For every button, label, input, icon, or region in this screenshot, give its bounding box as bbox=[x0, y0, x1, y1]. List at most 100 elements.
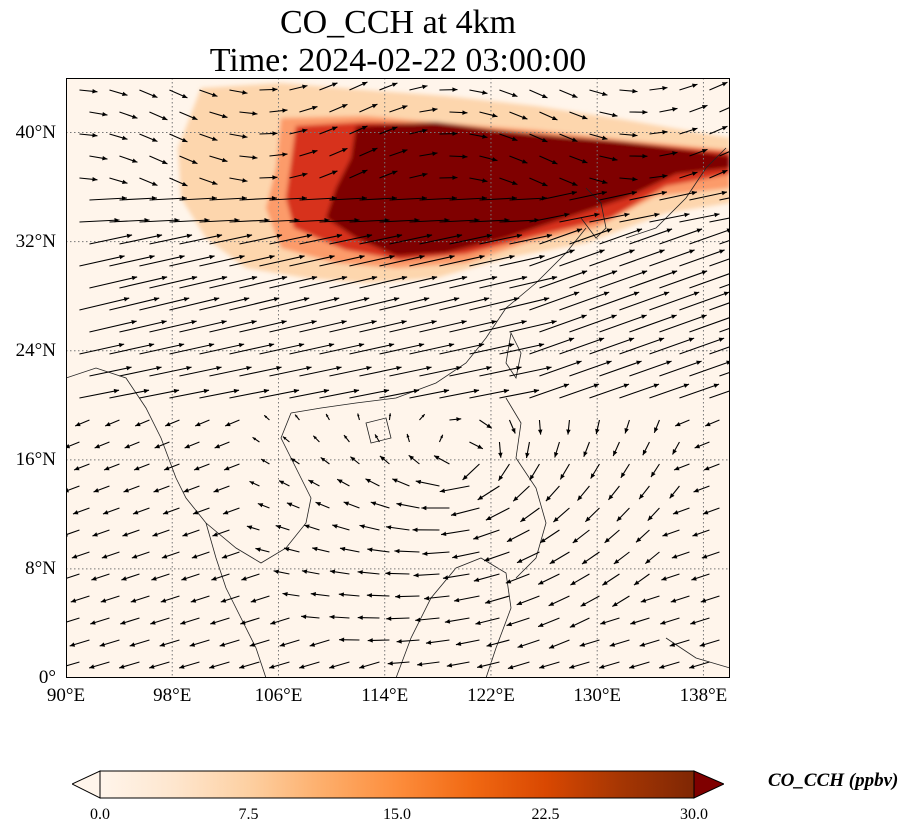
wind-vector bbox=[499, 133, 518, 141]
lat-tick-label: 32°N bbox=[15, 230, 56, 252]
wind-vector bbox=[589, 212, 630, 223]
wind-vector bbox=[319, 297, 370, 311]
wind-vector bbox=[469, 89, 488, 95]
wind-vector bbox=[659, 314, 707, 333]
wind-vector bbox=[659, 190, 698, 201]
wind-vector bbox=[329, 147, 348, 157]
wind-vector bbox=[537, 617, 560, 628]
wind-vector bbox=[121, 573, 140, 581]
lat-tick-label: 8°N bbox=[25, 557, 56, 579]
wind-vector bbox=[559, 383, 600, 399]
wind-vector bbox=[212, 529, 230, 537]
wind-vector bbox=[320, 457, 330, 465]
wind-vector bbox=[89, 233, 133, 245]
wind-vector bbox=[357, 413, 360, 421]
wind-vector bbox=[419, 275, 468, 289]
wind-vector bbox=[289, 388, 330, 399]
colorbar-over-extension bbox=[693, 770, 724, 799]
wind-vector bbox=[229, 343, 275, 355]
wind-vector bbox=[159, 639, 180, 647]
wind-vector bbox=[312, 546, 330, 553]
wind-vector bbox=[589, 89, 608, 96]
wind-vector bbox=[662, 529, 680, 537]
wind-vector bbox=[100, 595, 120, 603]
wind-vector bbox=[661, 573, 680, 581]
wind-vector bbox=[160, 595, 180, 603]
wind-vector bbox=[702, 507, 720, 515]
wind-vector bbox=[359, 103, 378, 113]
coastline-japan bbox=[625, 147, 727, 239]
wind-vector bbox=[538, 661, 560, 669]
wind-vector bbox=[310, 592, 330, 597]
wind-vector bbox=[658, 661, 680, 669]
wind-vector bbox=[379, 126, 398, 135]
wind-vector bbox=[339, 637, 360, 642]
wind-vector bbox=[569, 111, 588, 120]
wind-vector bbox=[199, 297, 250, 311]
wind-vector bbox=[559, 133, 578, 142]
wind-vector bbox=[692, 529, 710, 537]
wind-vector bbox=[570, 573, 590, 586]
wind-vector bbox=[319, 170, 338, 179]
wind-vector bbox=[633, 573, 650, 586]
wind-vector bbox=[579, 639, 600, 647]
wind-vector bbox=[599, 314, 647, 333]
wind-vector bbox=[379, 455, 390, 465]
wind-vector bbox=[89, 111, 108, 117]
wind-vector bbox=[349, 81, 368, 91]
wind-vector bbox=[149, 320, 197, 333]
wind-vector bbox=[469, 177, 488, 183]
wind-vector bbox=[309, 639, 330, 647]
wind-vector bbox=[119, 233, 163, 245]
wind-vector bbox=[164, 419, 180, 427]
wind-vector bbox=[359, 524, 380, 531]
wind-vector bbox=[182, 529, 200, 537]
wind-vector bbox=[619, 132, 638, 138]
wind-vector bbox=[638, 485, 650, 500]
coastline-hainan bbox=[365, 417, 392, 444]
wind-vector bbox=[604, 529, 620, 544]
wind-vector bbox=[599, 155, 618, 162]
lon-tick-label: 106°E bbox=[254, 685, 303, 706]
wind-vector bbox=[94, 441, 110, 449]
wind-vector bbox=[569, 314, 617, 333]
wind-vector bbox=[343, 501, 360, 509]
wind-vector bbox=[679, 83, 698, 91]
wind-vector bbox=[79, 343, 125, 355]
wind-vector bbox=[581, 551, 600, 565]
wind-vector bbox=[679, 127, 698, 135]
colorbar bbox=[72, 770, 724, 799]
wind-vector bbox=[190, 595, 210, 603]
wind-vector bbox=[150, 617, 170, 625]
wind-vector bbox=[133, 463, 150, 471]
wind-vector bbox=[483, 551, 510, 562]
wind-vector bbox=[379, 170, 398, 179]
wind-vector bbox=[319, 82, 338, 91]
wind-vector bbox=[350, 456, 360, 465]
wind-vector bbox=[569, 228, 613, 245]
wind-vector bbox=[73, 463, 90, 471]
wind-vector bbox=[659, 360, 702, 377]
wind-vector bbox=[74, 419, 90, 427]
wind-vector bbox=[709, 169, 728, 179]
colorbar-tick-label: 30.0 bbox=[680, 806, 708, 823]
wind-vector bbox=[396, 639, 420, 644]
wind-vector bbox=[132, 507, 150, 515]
wind-vector bbox=[301, 569, 320, 575]
wind-vector bbox=[669, 485, 680, 499]
wind-vector bbox=[413, 572, 440, 578]
wind-vector bbox=[139, 297, 190, 311]
wind-vector bbox=[619, 337, 665, 355]
wind-vector bbox=[122, 529, 140, 537]
wind-vector bbox=[349, 169, 368, 179]
wind-vector bbox=[223, 463, 240, 471]
wind-vector bbox=[339, 546, 360, 553]
wind-vector bbox=[584, 507, 600, 523]
wind-vector bbox=[590, 463, 600, 479]
wind-vector bbox=[608, 485, 620, 501]
wind-vector bbox=[517, 639, 540, 648]
wind-vector bbox=[359, 147, 378, 157]
wind-vector bbox=[89, 275, 138, 289]
wind-vector bbox=[289, 343, 335, 355]
wind-vector bbox=[208, 661, 230, 669]
